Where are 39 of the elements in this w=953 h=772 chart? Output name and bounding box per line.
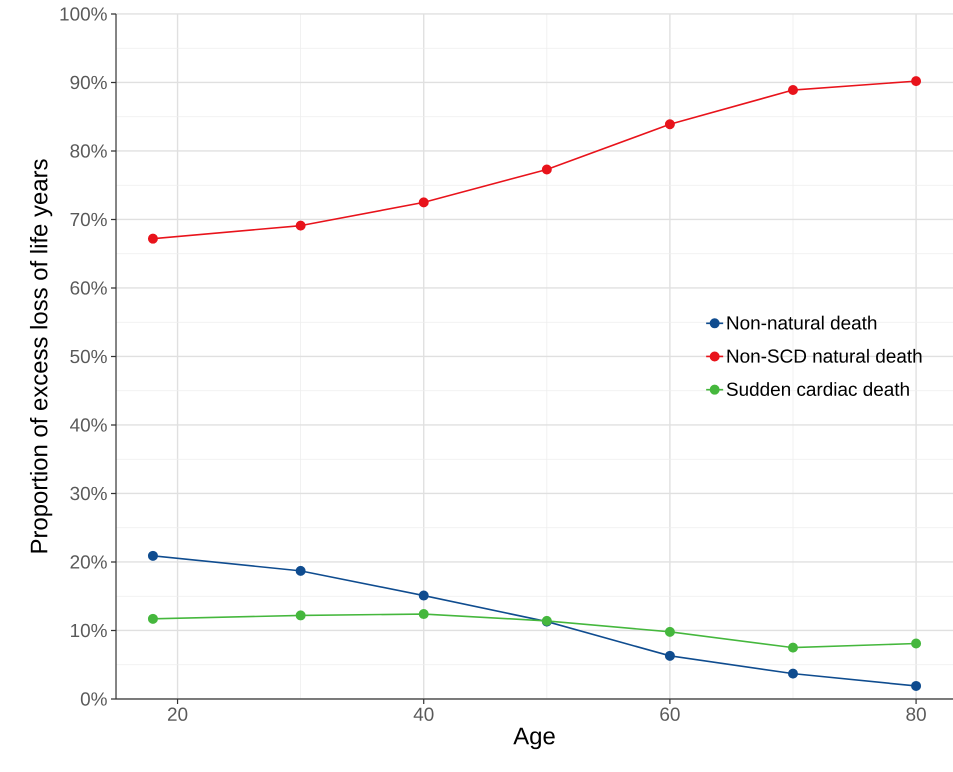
point [788,85,798,96]
y-tick-label: 90% [70,76,107,90]
x-tick-label: 40 [414,708,434,721]
point [664,650,675,661]
y-tick-label: 10% [71,624,107,638]
point [418,590,429,601]
y-tick-label: 60% [70,281,107,295]
y-tick-label: 0% [80,692,107,706]
y-tick-label: 30% [70,486,107,500]
point [148,234,158,244]
x-axis-title: Age [513,728,555,750]
y-tick-label: 80% [70,144,107,158]
point [788,642,798,653]
point [911,76,922,86]
point [418,609,429,620]
y-axis-title: Proportion of excess loss of life years [30,159,52,553]
y-tick-label: 50% [70,350,107,364]
x-tick-label: 80 [906,708,926,721]
y-tick-label: 100% [60,7,107,21]
point [542,164,552,174]
point [911,638,922,648]
point [296,220,306,231]
legend-label: Sudden cardiac death [726,382,909,396]
point [788,668,798,679]
point [296,566,306,576]
point [664,626,675,637]
point [148,614,158,624]
point [418,197,429,208]
point [296,610,306,620]
x-tick-label: 20 [168,708,188,721]
y-tick-label: 20% [70,555,107,569]
point [664,119,675,130]
legend-label: Non-natural death [728,316,876,330]
x-tick-label: 60 [660,708,680,721]
point [148,550,158,561]
y-tick-label: 40% [70,418,107,432]
legend-label: Non-SCD natural death [728,348,922,363]
point [911,680,922,691]
y-tick-label: 70% [70,212,107,226]
